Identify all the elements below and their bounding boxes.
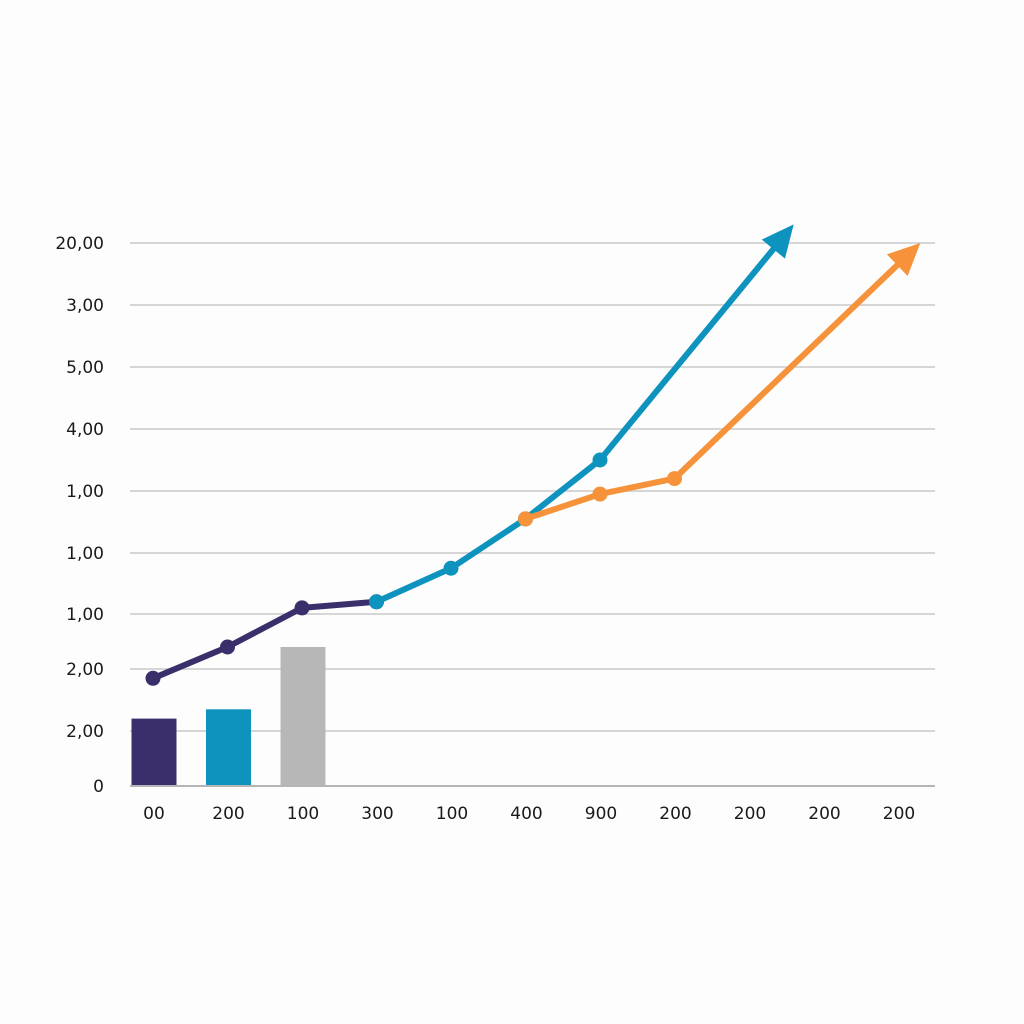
arrowhead [886, 243, 921, 276]
series-lines [145, 224, 921, 686]
x-tick-label: 900 [585, 804, 617, 824]
bar-1 [131, 718, 177, 786]
x-axis-tick-labels: 00 200 100 300 100 400 900 200 200 200 200 [143, 804, 915, 824]
x-tick-label: 200 [808, 804, 840, 824]
series-line [373, 236, 784, 605]
bars [131, 647, 326, 786]
y-tick-label: 20,00 [55, 234, 104, 254]
series-line [522, 253, 909, 522]
data-point [369, 594, 384, 610]
y-tick-label: 1,00 [66, 605, 104, 625]
y-tick-label: 2,00 [66, 660, 104, 680]
data-point [220, 639, 235, 655]
series-line [150, 598, 380, 682]
y-tick-label: 1,00 [66, 544, 104, 564]
y-tick-label: 2,00 [66, 722, 104, 742]
bar-2 [206, 709, 251, 786]
series-3 [518, 243, 921, 527]
x-tick-label: 100 [287, 804, 319, 824]
data-point [443, 560, 459, 576]
y-tick-label: 1,00 [66, 482, 104, 502]
x-tick-label: 00 [143, 804, 165, 824]
series-2 [369, 224, 794, 610]
x-tick-label: 200 [883, 804, 915, 824]
series-1 [145, 594, 384, 686]
gridlines [130, 242, 935, 732]
data-point [667, 471, 682, 487]
data-point [518, 511, 533, 527]
data-point [145, 670, 161, 686]
y-tick-label: 0 [93, 777, 104, 797]
x-tick-label: 200 [212, 804, 244, 824]
y-tick-label: 5,00 [66, 358, 104, 378]
y-tick-label: 3,00 [66, 296, 104, 316]
x-tick-label: 200 [659, 804, 691, 824]
data-point [592, 486, 608, 502]
arrowhead [761, 224, 794, 259]
data-point [592, 452, 608, 468]
x-tick-label: 100 [436, 804, 468, 824]
bar-3 [280, 647, 326, 786]
x-tick-label: 400 [510, 804, 542, 824]
x-tick-label: 300 [361, 804, 393, 824]
y-axis-tick-labels: 0 2,00 2,00 1,00 1,00 1,00 4,00 5,00 3,00 20,00 [55, 234, 104, 797]
x-tick-label: 200 [734, 804, 766, 824]
y-tick-label: 4,00 [66, 420, 104, 440]
data-point [294, 600, 310, 616]
